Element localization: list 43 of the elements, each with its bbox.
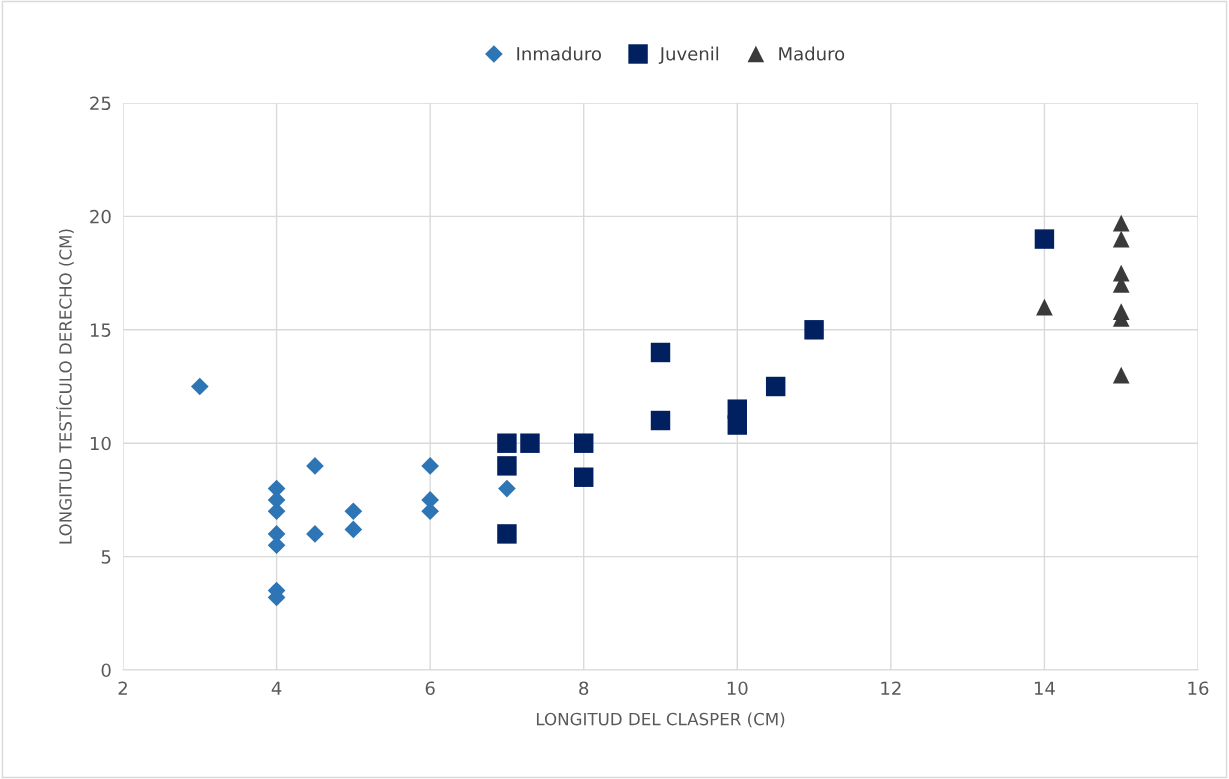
y-tick-label: 15	[90, 323, 111, 337]
point	[520, 433, 540, 453]
x-tick-label: 14	[1034, 681, 1055, 695]
x-axis-title: LONGITUD DEL CLASPER (CM)	[536, 712, 785, 728]
x-tick-label: 10	[727, 681, 748, 696]
point	[1112, 366, 1130, 384]
x-tick-label: 6	[425, 681, 435, 696]
point	[306, 525, 324, 543]
x-tick-label: 16	[1188, 681, 1209, 696]
y-tick-label: 0	[101, 663, 111, 678]
point	[1112, 264, 1130, 282]
point	[497, 524, 517, 544]
x-tick-label: 4	[271, 681, 282, 695]
point	[344, 520, 363, 539]
point	[765, 376, 786, 397]
point	[1112, 230, 1130, 248]
point	[573, 433, 594, 453]
legend-label: Juvenil	[658, 46, 719, 64]
point	[1112, 214, 1130, 232]
legend-label: Inmaduro	[517, 46, 601, 61]
point	[497, 433, 517, 453]
point	[650, 342, 671, 363]
x-tick-label: 12	[881, 681, 901, 695]
point	[421, 457, 439, 475]
x-tick-label: 2	[118, 681, 127, 695]
y-axis-title: LONGITUD TESTÍCULO DERECHO (CM)	[56, 229, 74, 544]
legend-label: Maduro	[779, 46, 845, 61]
y-tick-label: 25	[90, 96, 111, 111]
y-tick-label: 5	[101, 550, 111, 564]
point	[344, 502, 363, 521]
point	[573, 467, 594, 487]
point	[498, 479, 516, 498]
point	[804, 320, 824, 340]
point	[1036, 298, 1053, 316]
y-tick-label: 10	[90, 436, 111, 451]
point	[650, 410, 671, 431]
point	[497, 456, 517, 476]
point	[190, 377, 209, 396]
y-tick-label: 20	[90, 209, 111, 224]
point	[1034, 229, 1055, 249]
point	[306, 457, 324, 475]
x-tick-label: 8	[579, 681, 589, 696]
point	[727, 415, 748, 435]
